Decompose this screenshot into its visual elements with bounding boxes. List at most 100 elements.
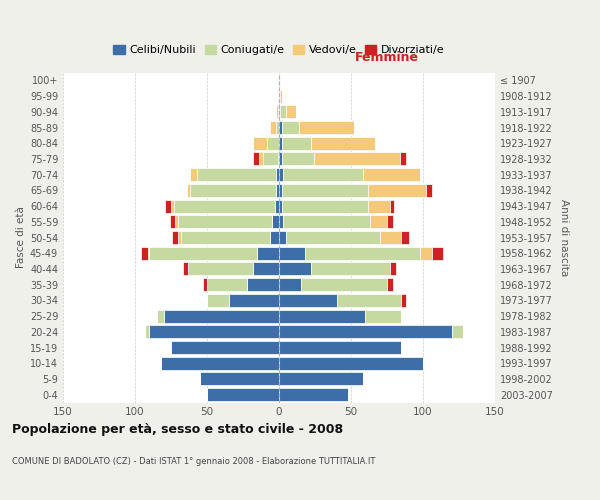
Bar [247, 278, 279, 291]
Bar [337, 294, 401, 307]
Bar [282, 184, 368, 197]
Bar [279, 216, 283, 228]
Bar [390, 200, 394, 212]
Bar [279, 106, 280, 118]
Bar [282, 137, 311, 149]
Bar [279, 247, 305, 260]
Bar [268, 137, 279, 149]
Bar [271, 121, 276, 134]
Bar [279, 137, 282, 149]
Bar [200, 372, 279, 386]
Bar [172, 231, 178, 244]
Bar [279, 200, 282, 212]
Bar [272, 216, 279, 228]
Bar [279, 74, 280, 87]
Bar [368, 184, 426, 197]
Bar [253, 137, 268, 149]
Bar [171, 341, 279, 354]
Y-axis label: Anni di nascita: Anni di nascita [559, 199, 569, 276]
Bar [311, 137, 376, 149]
Bar [368, 200, 390, 212]
Bar [279, 90, 280, 102]
Bar [286, 106, 296, 118]
Bar [362, 168, 420, 181]
Bar [203, 278, 207, 291]
Bar [253, 152, 259, 166]
Bar [271, 231, 279, 244]
Bar [279, 310, 365, 322]
Bar [278, 106, 279, 118]
Bar [175, 216, 178, 228]
Bar [157, 310, 164, 322]
Bar [145, 326, 149, 338]
Bar [164, 310, 279, 322]
Bar [171, 200, 174, 212]
Bar [278, 152, 279, 166]
Bar [365, 310, 401, 322]
Bar [148, 247, 149, 260]
Bar [282, 200, 368, 212]
Bar [390, 262, 395, 276]
Bar [387, 278, 393, 291]
Bar [311, 262, 390, 276]
Bar [279, 231, 286, 244]
Bar [279, 262, 311, 276]
Bar [380, 231, 401, 244]
Bar [178, 231, 181, 244]
Bar [282, 152, 314, 166]
Bar [401, 231, 409, 244]
Bar [370, 216, 387, 228]
Bar [279, 357, 423, 370]
Bar [282, 121, 299, 134]
Bar [299, 121, 354, 134]
Text: COMUNE DI BADOLATO (CZ) - Dati ISTAT 1° gennaio 2008 - Elaborazione TUTTITALIA.I: COMUNE DI BADOLATO (CZ) - Dati ISTAT 1° … [12, 458, 376, 466]
Bar [279, 388, 348, 401]
Bar [207, 278, 247, 291]
Bar [400, 152, 406, 166]
Bar [170, 216, 175, 228]
Bar [452, 326, 463, 338]
Bar [301, 278, 387, 291]
Bar [276, 184, 279, 197]
Bar [401, 294, 406, 307]
Bar [279, 168, 283, 181]
Bar [263, 152, 278, 166]
Bar [149, 247, 257, 260]
Bar [279, 184, 282, 197]
Bar [420, 247, 431, 260]
Bar [149, 326, 279, 338]
Bar [275, 200, 279, 212]
Bar [187, 184, 190, 197]
Legend: Celibi/Nubili, Coniugati/e, Vedovi/e, Divorziati/e: Celibi/Nubili, Coniugati/e, Vedovi/e, Di… [109, 40, 449, 60]
Bar [279, 278, 301, 291]
Bar [279, 121, 282, 134]
Bar [161, 357, 279, 370]
Bar [190, 168, 197, 181]
Bar [178, 216, 272, 228]
Bar [190, 184, 276, 197]
Bar [174, 200, 275, 212]
Bar [280, 90, 282, 102]
Bar [165, 200, 171, 212]
Bar [207, 388, 279, 401]
Bar [182, 262, 188, 276]
Bar [276, 168, 279, 181]
Bar [279, 372, 362, 386]
Bar [286, 231, 380, 244]
Bar [387, 216, 393, 228]
Bar [207, 294, 229, 307]
Bar [283, 216, 370, 228]
Bar [305, 247, 420, 260]
Bar [279, 152, 282, 166]
Bar [280, 106, 286, 118]
Text: Popolazione per età, sesso e stato civile - 2008: Popolazione per età, sesso e stato civil… [12, 422, 343, 436]
Bar [279, 294, 337, 307]
Bar [188, 262, 253, 276]
Bar [253, 262, 279, 276]
Bar [276, 121, 279, 134]
Y-axis label: Fasce di età: Fasce di età [16, 206, 26, 268]
Text: Femmine: Femmine [355, 52, 419, 64]
Bar [426, 184, 431, 197]
Bar [279, 326, 452, 338]
Bar [283, 168, 362, 181]
